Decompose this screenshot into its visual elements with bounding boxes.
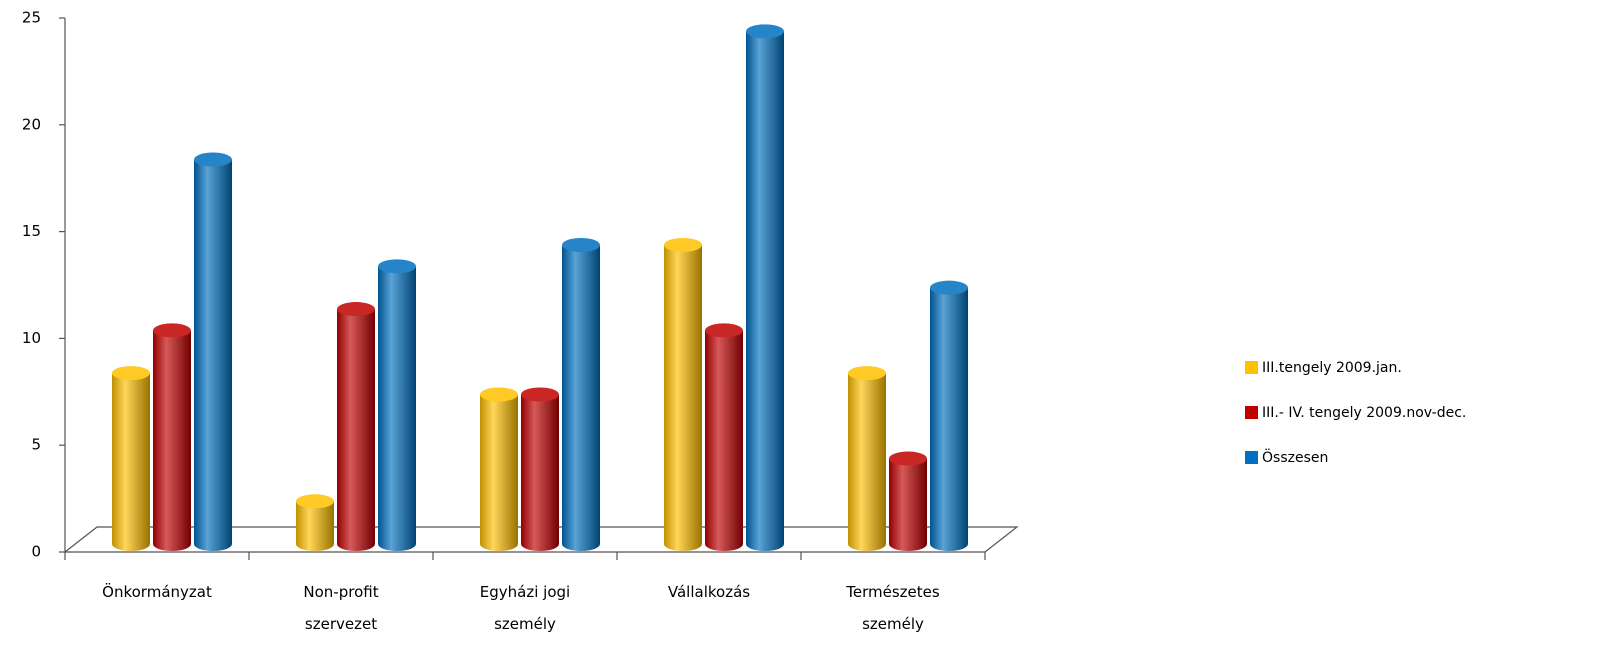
x-tick-label: Egyházi jogi személy — [480, 583, 570, 633]
y-tick-label: 15 — [22, 222, 41, 240]
bar — [746, 24, 784, 552]
legend-swatch — [1245, 451, 1258, 464]
y-tick-label: 0 — [31, 543, 41, 561]
x-tick-label: Vállalkozás — [668, 583, 750, 601]
legend-swatch — [1245, 406, 1258, 419]
bar — [378, 259, 416, 551]
y-tick-label: 20 — [22, 115, 41, 133]
bar — [337, 302, 375, 551]
axis-line — [64, 18, 1019, 553]
legend-label: Összesen — [1262, 448, 1328, 466]
bar — [480, 387, 518, 551]
x-tick-label: Non-profit szervezet — [303, 583, 378, 633]
bar — [889, 451, 927, 551]
x-tick-label: Önkormányzat — [102, 582, 212, 601]
legend-swatch — [1245, 361, 1258, 374]
bar — [562, 237, 600, 551]
bar — [112, 366, 150, 551]
bar — [296, 494, 334, 551]
legend-label: III.tengely 2009.jan. — [1262, 360, 1402, 376]
bar — [848, 366, 886, 551]
bar — [153, 323, 191, 551]
legend-label: III.- IV. tengely 2009.nov-dec. — [1262, 405, 1466, 421]
bar — [705, 323, 743, 551]
bar — [930, 280, 968, 551]
x-tick-label: Természetes személy — [845, 583, 940, 633]
bar — [664, 237, 702, 551]
y-tick-label: 5 — [31, 436, 41, 454]
y-tick-label: 10 — [22, 329, 41, 347]
bar — [521, 387, 559, 551]
y-tick-label: 25 — [22, 9, 41, 27]
bar — [194, 152, 232, 551]
